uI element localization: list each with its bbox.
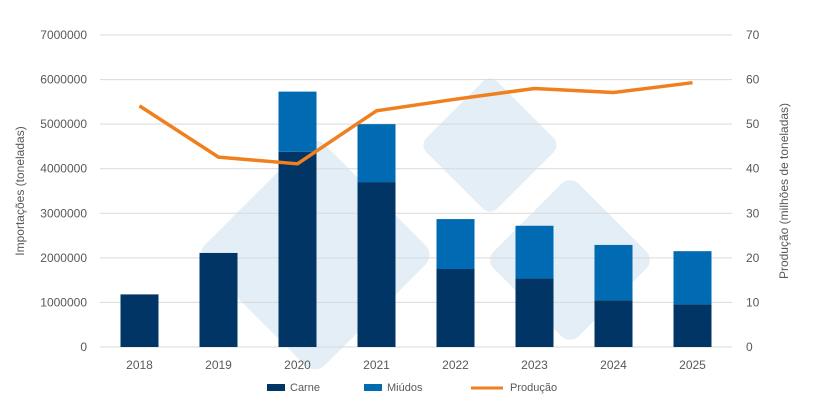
x-tick-label: 2023 — [521, 358, 548, 372]
bar-carne — [674, 304, 712, 347]
y-tick-label: 1000000 — [40, 295, 87, 309]
legend: Carne Miúdos Produção — [267, 382, 557, 394]
x-tick-label: 2022 — [442, 358, 469, 372]
y-tick-label: 2000000 — [40, 251, 87, 265]
bar-carne — [279, 152, 317, 347]
y2-tick-label: 10 — [746, 295, 760, 309]
line-producao — [140, 83, 693, 164]
x-tick-label: 2018 — [126, 358, 153, 372]
bar-midos — [279, 92, 317, 152]
legend-label-producao: Produção — [510, 382, 557, 394]
x-tick-label: 2025 — [679, 358, 706, 372]
x-tick-label: 2024 — [600, 358, 627, 372]
y2-tick-label: 60 — [746, 73, 760, 87]
y-tick-label: 6000000 — [40, 73, 87, 87]
bar-carne — [121, 294, 159, 347]
y-axis-label: Importações (toneladas) — [13, 126, 27, 255]
bar-midos — [516, 226, 554, 279]
bar-midos — [437, 219, 475, 269]
x-tick-label: 2019 — [205, 358, 232, 372]
y-tick-label: 7000000 — [40, 28, 87, 42]
y2-axis-label: Produção (milhões de toneladas) — [777, 103, 791, 279]
bar-carne — [595, 300, 633, 347]
x-tick-label: 2020 — [284, 358, 311, 372]
y-tick-label: 3000000 — [40, 206, 87, 220]
legend-label-miudos: Miúdos — [387, 382, 423, 394]
bar-midos — [674, 251, 712, 304]
legend-label-carne: Carne — [290, 382, 320, 394]
legend-swatch-carne — [267, 384, 285, 391]
bar-carne — [437, 269, 475, 347]
watermark-logo — [195, 74, 655, 375]
bar-carne — [516, 278, 554, 347]
bar-carne — [200, 253, 238, 347]
y-tick-label: 5000000 — [40, 117, 87, 131]
bar-midos — [595, 245, 633, 300]
y2-tick-label: 70 — [746, 28, 760, 42]
legend-swatch-miudos — [364, 384, 382, 391]
y2-tick-label: 50 — [746, 117, 760, 131]
bar-midos — [358, 124, 396, 182]
y2-tick-label: 20 — [746, 251, 760, 265]
y2-tick-label: 40 — [746, 162, 760, 176]
y-tick-label: 4000000 — [40, 162, 87, 176]
x-tick-label: 2021 — [363, 358, 390, 372]
y2-tick-label: 0 — [746, 340, 753, 354]
bar-carne — [358, 182, 396, 347]
y2-tick-label: 30 — [746, 206, 760, 220]
y-tick-label: 0 — [80, 340, 87, 354]
